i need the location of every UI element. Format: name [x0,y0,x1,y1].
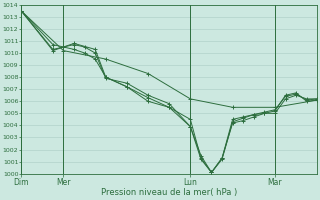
X-axis label: Pression niveau de la mer( hPa ): Pression niveau de la mer( hPa ) [101,188,237,197]
